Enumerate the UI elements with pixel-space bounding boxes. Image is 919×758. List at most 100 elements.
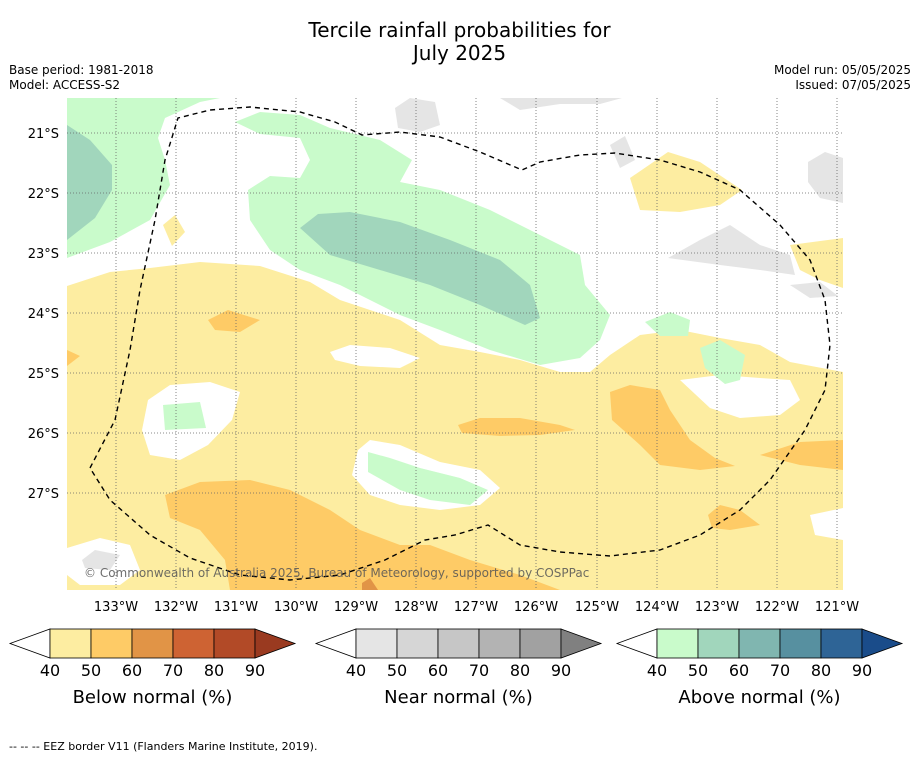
colorbar-cell [779,628,822,659]
colorbar-legend: 40 50 60 70 80 90 Near normal (%) [314,628,603,708]
lat-label: 24°S [28,307,59,322]
lat-label: 27°S [28,487,59,502]
eez-border [89,106,831,581]
map-area: © Commonwealth of Australia 2025, Bureau… [67,98,843,590]
white-gap-5 [810,508,843,540]
below-normal-small-west [163,215,185,246]
footnote: -- -- -- EEZ border V11 (Flanders Marine… [9,740,318,753]
colorbar-tick-label: 70 [770,661,790,680]
lon-label: 130°W [274,600,318,615]
above-normal-patch-3 [368,452,488,505]
colorbar-tick-label: 90 [852,661,872,680]
colorbar-cell [355,628,398,659]
lon-label: 123°W [695,600,739,615]
lon-label: 133°W [94,600,138,615]
model-run: Model run: 05/05/2025 [773,63,911,77]
lon-label: 122°W [755,600,799,615]
colorbar-tick-label: 40 [40,661,60,680]
base-period: Base period: 1981-2018 [9,63,154,77]
colorbar-cell [213,628,256,659]
colorbar-cell [478,628,521,659]
below-normal-50-west [208,310,260,332]
colorbar-legend: 40 50 60 70 80 90 Above normal (%) [615,628,904,708]
near-normal-patch-5 [808,152,843,203]
colorbar-low-extend [8,628,51,659]
colorbar-tick-label: 50 [81,661,101,680]
above-normal-patch-4 [645,312,690,336]
lon-label: 127°W [454,600,498,615]
colorbar-tick-label: 50 [387,661,407,680]
colorbar-title: Below normal (%) [73,687,233,708]
colorbar-tick-label: 50 [688,661,708,680]
colorbar-tick-label: 40 [346,661,366,680]
colorbar-high-extend [560,628,603,659]
copyright-text: © Commonwealth of Australia 2025, Bureau… [84,566,589,580]
colorbar-cell [519,628,562,659]
colorbar-tick-label: 80 [510,661,530,680]
colorbar-tick-label: 60 [428,661,448,680]
lat-label: 25°S [28,367,59,382]
colorbar-tick-label: 70 [469,661,489,680]
title-line-2: July 2025 [412,41,507,65]
lon-label: 121°W [815,600,859,615]
colorbar-cell [437,628,480,659]
colorbar-tick-label: 80 [204,661,224,680]
near-normal-patch-1 [395,98,440,132]
lon-label: 124°W [635,600,679,615]
near-normal-patch-6 [790,282,838,298]
near-normal-patch-3 [610,136,635,168]
lon-label: 129°W [334,600,378,615]
lon-label: 126°W [514,600,558,615]
below-normal-east-edge [790,238,843,288]
below-normal-50-se [708,505,760,530]
colorbar-high-extend [254,628,297,659]
above-normal-patch-2 [163,402,206,430]
colorbar-legend: 40 50 60 70 80 90 Below normal (%) [8,628,297,708]
gridlines [67,98,843,590]
above-normal-60-band-central [300,212,540,325]
meta-left: Base period: 1981-2018 Model: ACCESS-S2 [9,63,154,93]
lon-labels: 133°W 132°W 131°W 130°W 129°W 128°W 127°… [94,600,859,615]
lon-label: 131°W [214,600,258,615]
colorbar-cell [738,628,781,659]
colorbar-low-extend [314,628,357,659]
below-normal-50-east [610,385,735,470]
colorbar-tick-label: 80 [811,661,831,680]
below-normal-60-spot [362,578,378,590]
colorbar-tick-label: 90 [551,661,571,680]
above-normal-60-band-north [67,125,112,240]
colorbar-tick-label: 70 [163,661,183,680]
near-normal-patch-7 [82,550,120,570]
lat-label: 21°S [28,127,59,142]
lat-labels: 21°S 22°S 23°S 24°S 25°S 26°S 27°S [28,127,59,502]
colorbar-tick-label: 90 [245,661,265,680]
colorbar-cell [656,628,699,659]
near-normal-patch-2 [500,98,622,110]
colorbar-cell [172,628,215,659]
white-gap-4 [680,375,800,418]
colorbar-cell [697,628,740,659]
colorbar-high-extend [861,628,904,659]
map-title: Tercile rainfall probabilities for July … [0,19,919,65]
lon-label: 132°W [154,600,198,615]
colorbar-cell [396,628,439,659]
model-name: Model: ACCESS-S2 [9,78,121,92]
near-normal-patch-4 [668,225,795,275]
lat-label: 23°S [28,247,59,262]
white-gap-1 [330,345,420,368]
colorbar-cell [90,628,133,659]
colorbar-tick-label: 60 [729,661,749,680]
below-normal-50-mid [458,418,575,436]
colorbar-cell [820,628,863,659]
above-normal-region-north [67,98,220,258]
legends: 40 50 60 70 80 90 Below normal (%) 40 50 60 70 80 90… [8,628,904,708]
below-normal-50-edge [67,350,80,366]
lat-label: 26°S [28,427,59,442]
meta-right: Model run: 05/05/2025 Issued: 07/05/2025 [774,63,911,93]
below-normal-northeast [630,152,742,212]
lon-label: 125°W [575,600,619,615]
colorbar-cell [49,628,92,659]
colorbar-title: Above normal (%) [678,687,840,708]
title-line-1: Tercile rainfall probabilities for [308,18,611,42]
lon-label: 128°W [394,600,438,615]
